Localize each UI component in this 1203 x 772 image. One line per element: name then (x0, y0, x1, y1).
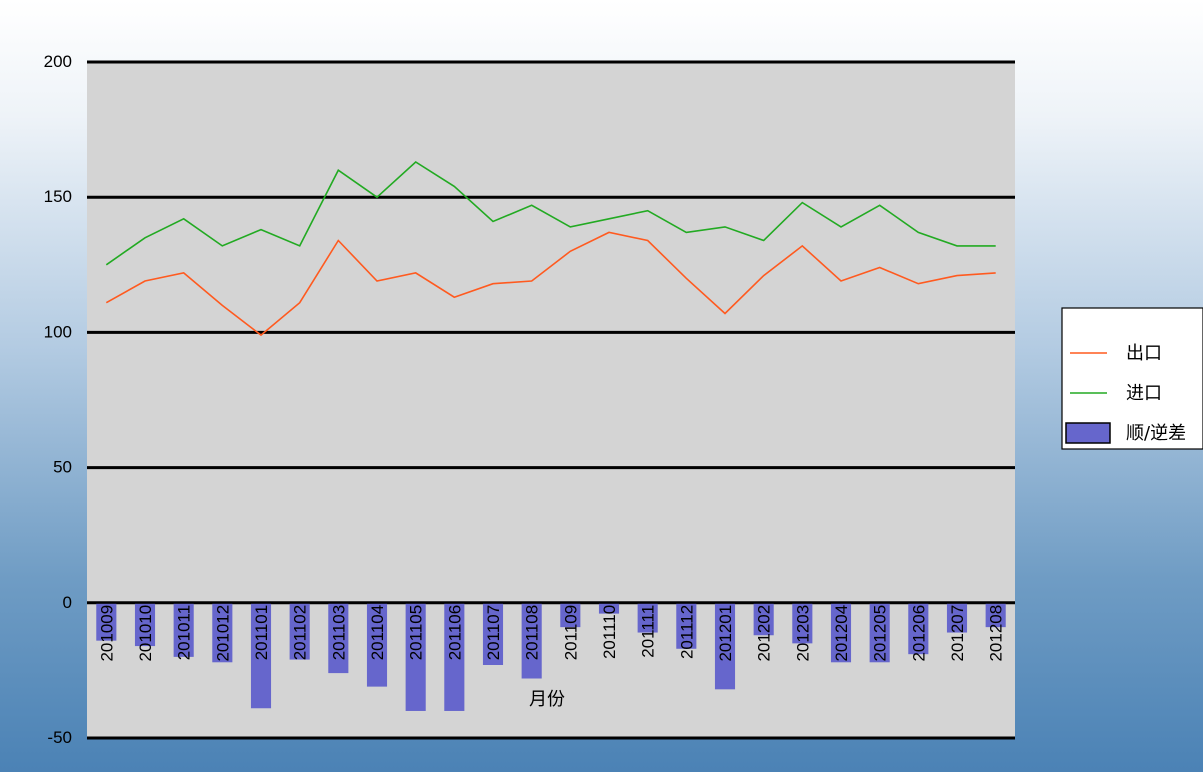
x-tick-label: 201208 (987, 605, 1006, 662)
y-tick-label: 50 (53, 458, 72, 477)
x-tick-label: 201105 (407, 605, 426, 660)
bar (366, 603, 388, 687)
plot-area (87, 62, 1015, 738)
x-tick-label: 201206 (909, 605, 928, 662)
bar (908, 603, 929, 655)
bar (560, 603, 581, 628)
y-axis-ticks: -50 0 50 100 150 200 (44, 52, 72, 747)
x-tick-label: 201104 (368, 605, 387, 660)
x-tick-label: 201201 (716, 605, 735, 662)
x-tick-label: 201011 (175, 605, 194, 660)
gridlines (87, 60, 1015, 740)
x-tick-label: 201111 (639, 605, 658, 658)
x-tick-label: 201012 (213, 605, 232, 662)
x-tick-label: 201107 (484, 605, 503, 660)
x-tick-label: 201010 (136, 605, 155, 662)
x-tick-label: 201108 (523, 605, 542, 660)
bar (676, 603, 697, 649)
y-tick-label: 100 (44, 322, 72, 341)
x-tick-label: 201207 (948, 605, 967, 662)
legend-label: 进口 (1126, 383, 1162, 404)
bar (250, 603, 272, 709)
y-tick-label: 0 (63, 593, 72, 612)
bar-series (96, 603, 1006, 711)
x-tick-label: 201102 (291, 605, 310, 660)
x-tick-label: 201110 (600, 605, 619, 659)
legend-label: 出口 (1126, 343, 1162, 364)
legend-label: 顺/逆差 (1126, 423, 1186, 444)
x-tick-label: 201103 (329, 605, 348, 660)
bar (289, 603, 310, 660)
bar (985, 603, 1006, 628)
x-tick-label: 201109 (561, 605, 580, 660)
bar (946, 603, 968, 633)
bar (405, 603, 426, 711)
x-axis-ticks: 201009 201010 201011 201012 201101 201102 2011… (97, 605, 1005, 662)
x-axis-label: 月份 (529, 689, 565, 710)
series-line (105, 231, 996, 337)
bar (444, 603, 465, 711)
series-line (105, 160, 996, 266)
x-tick-label: 201205 (871, 605, 890, 662)
x-tick-label: 201203 (793, 605, 812, 662)
bar (792, 603, 813, 644)
x-tick-label: 201204 (832, 605, 851, 662)
legend-swatch (1065, 422, 1111, 444)
bar (830, 603, 852, 663)
bar (212, 603, 233, 663)
bar (134, 603, 156, 647)
x-tick-label: 201106 (445, 605, 464, 660)
bar (869, 603, 890, 663)
x-tick-label: 201101 (252, 605, 271, 660)
bar (637, 603, 658, 633)
y-tick-label: -50 (47, 728, 72, 747)
bar (173, 603, 194, 657)
x-tick-label: 201112 (677, 605, 696, 659)
bar (328, 603, 349, 674)
bar (521, 603, 542, 679)
x-tick-label: 201009 (97, 605, 116, 662)
bar (753, 603, 774, 636)
y-tick-label: 150 (44, 187, 72, 206)
bar (482, 603, 504, 665)
bar (96, 603, 117, 641)
y-tick-label: 200 (44, 52, 72, 71)
bar (598, 603, 620, 614)
bar (714, 603, 736, 690)
line-series (105, 160, 996, 337)
x-tick-label: 201202 (755, 605, 774, 662)
